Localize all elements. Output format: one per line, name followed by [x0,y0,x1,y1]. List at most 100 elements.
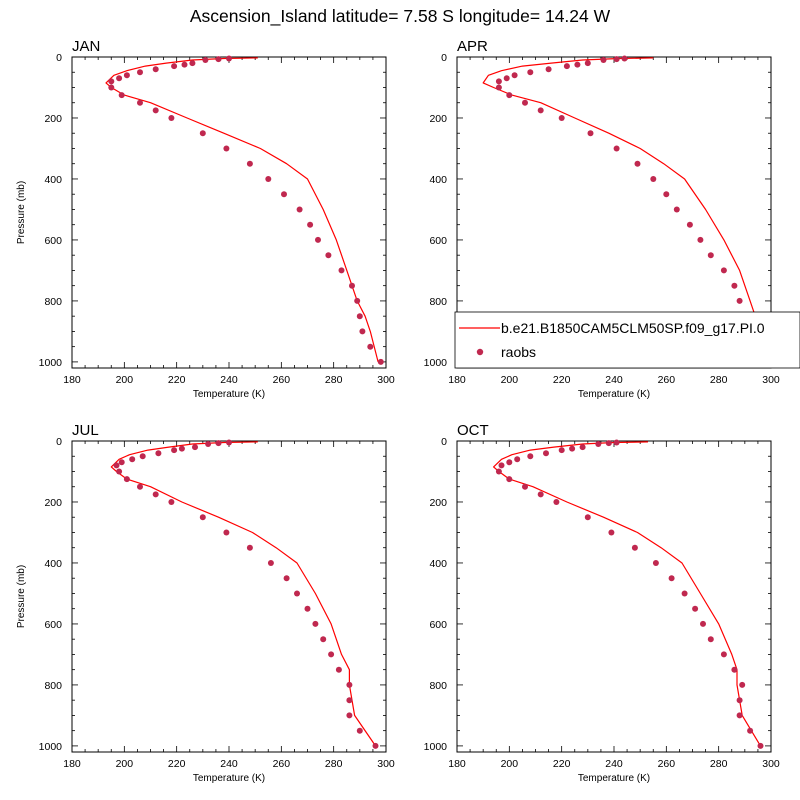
x-tick-label: 240 [220,758,238,770]
y-tick-label: 0 [56,436,62,448]
x-tick-label: 180 [63,374,81,386]
obs-point [152,491,159,498]
y-tick-label: 600 [429,619,447,631]
obs-point [116,75,123,82]
obs-point [686,221,693,228]
y-tick-label: 0 [441,436,447,448]
obs-point [377,358,384,365]
panel-jul: 180 200 220 240 260 280 300 0 200 400 600 800 1000 Te… [16,422,395,784]
obs-point [506,92,513,99]
panel-jan: 180 200 220 240 260 280 300 0 200 400 600 800 1000 Te… [16,38,395,400]
obs-point [681,590,688,597]
obs-point [139,453,146,460]
obs-point [514,456,521,463]
y-tick-label: 600 [44,235,62,247]
y-tick-label: 200 [429,497,447,509]
obs-point [118,459,125,466]
x-tick-label: 220 [553,758,571,770]
obs-point [522,483,528,490]
obs-point [113,462,120,469]
panel-title: JUL [72,422,99,439]
obs-point [495,84,502,91]
y-tick-label: 0 [56,52,62,64]
model-series-line [105,57,379,363]
x-tick-label: 300 [377,374,395,386]
obs-point [129,456,136,463]
panel-title: JAN [72,38,100,55]
obs-point [707,636,714,643]
obs-point [108,78,115,85]
x-tick-label: 260 [658,758,676,770]
obs-point [155,450,162,457]
obs-point [621,55,628,62]
obs-point [697,236,704,243]
obs-point [700,620,706,627]
x-tick-label: 280 [325,374,343,386]
obs-point [356,313,363,320]
y-tick-label: 400 [429,174,447,186]
obs-point [168,115,175,121]
obs-point [108,84,115,91]
model-series-line [110,441,376,747]
obs-point [215,440,222,447]
x-axis-label: Temperature (K) [193,389,265,400]
y-tick-label: 200 [44,497,62,509]
obs-point [325,252,332,259]
y-tick-label: 400 [429,558,447,570]
obs-point [608,529,615,536]
obs-point [199,514,206,521]
x-tick-label: 280 [710,758,728,770]
obs-point [226,439,232,446]
y-axis-label: Pressure (mb) [16,181,27,244]
obs-point [613,145,620,152]
obs-point [296,206,303,213]
obs-point [692,605,699,612]
y-tick-label: 0 [441,52,447,64]
x-tick-label: 280 [325,758,343,770]
obs-point [707,252,714,259]
x-tick-label: 200 [501,374,519,386]
obs-point [558,115,565,121]
figure-title: Ascension_Island latitude= 7.58 S longit… [190,6,611,27]
obs-point [511,72,518,79]
obs-point [199,130,206,137]
obs-point [152,66,159,73]
x-tick-label: 260 [658,374,676,386]
x-axis-label: Temperature (K) [193,773,265,784]
obs-point [605,440,612,447]
x-tick-label: 240 [605,758,623,770]
obs-point [354,297,361,304]
x-tick-label: 180 [448,374,466,386]
obs-point [202,57,209,63]
obs-point [757,742,764,749]
x-tick-label: 180 [448,758,466,770]
obs-point [320,636,327,643]
obs-point [346,712,353,719]
obs-point [226,55,232,62]
obs-point [137,99,143,106]
obs-point [668,575,675,582]
y-tick-label: 1000 [39,741,63,753]
obs-point [265,176,272,182]
obs-point [246,160,253,167]
obs-point [506,476,513,483]
obs-point [116,468,123,475]
obs-point [574,61,581,68]
obs-point [171,447,178,454]
obs-point [495,468,502,475]
obs-point [315,236,321,243]
obs-point [356,727,363,734]
obs-point [537,491,544,498]
obs-point [267,560,274,566]
x-tick-label: 220 [168,758,186,770]
y-tick-label: 800 [44,680,62,692]
obs-point [281,191,287,198]
x-tick-label: 300 [762,374,780,386]
y-tick-label: 400 [44,174,62,186]
obs-point [563,63,570,70]
x-tick-label: 300 [762,758,780,770]
y-tick-label: 200 [429,113,447,125]
obs-point [192,444,198,451]
